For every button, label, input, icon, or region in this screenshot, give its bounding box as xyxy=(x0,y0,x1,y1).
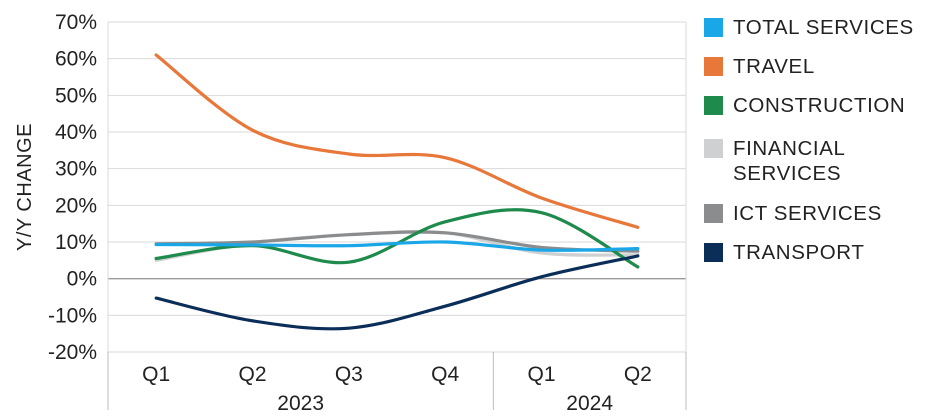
series-line-construction xyxy=(154,208,640,269)
legend-label: TRANSPORT xyxy=(733,241,865,264)
series-lines xyxy=(154,53,640,331)
series-line-total-services xyxy=(154,240,640,252)
x-group-label: 2023 xyxy=(277,392,324,415)
x-tick-label: Q1 xyxy=(527,363,555,386)
x-axis: Q1 Q2 Q3 Q4 Q1 Q2 2023 2024 xyxy=(107,352,687,415)
y-tick-label: 60% xyxy=(55,48,97,71)
legend-item-total-services: TOTAL SERVICES xyxy=(704,15,921,40)
y-tick-label: 40% xyxy=(55,121,97,144)
legend-item-transport: TRANSPORT xyxy=(704,240,921,265)
legend-label: TOTAL SERVICES xyxy=(733,16,914,39)
legend-label: ICT SERVICES xyxy=(733,202,882,225)
legend-swatch xyxy=(704,139,723,158)
legend-swatch xyxy=(704,204,723,223)
y-tick-label: 10% xyxy=(55,231,97,254)
legend-swatch xyxy=(704,96,723,115)
legend-swatch xyxy=(704,18,723,37)
legend-swatch xyxy=(704,243,723,262)
legend-item-ict-services: ICT SERVICES xyxy=(704,201,921,226)
x-tick-label: Q2 xyxy=(624,363,652,386)
legend-label: CONSTRUCTION xyxy=(733,94,906,117)
legend-item-construction: CONSTRUCTION xyxy=(704,93,921,118)
y-axis-tick-labels: 70% 60% 50% 40% 30% 20% 10% 0% -10% -20% xyxy=(48,11,97,364)
legend-item-financial-services: FINANCIAL SERVICES xyxy=(704,136,921,186)
legend-label: TRAVEL xyxy=(733,55,815,78)
legend-label: FINANCIAL SERVICES xyxy=(733,137,846,185)
gridlines xyxy=(107,21,687,353)
x-group-label: 2024 xyxy=(566,392,613,415)
x-tick-label: Q4 xyxy=(431,363,459,386)
x-tick-label: Q3 xyxy=(335,363,363,386)
x-tick-label: Q2 xyxy=(238,363,266,386)
y-tick-label: 70% xyxy=(55,11,97,34)
x-tick-label: Q1 xyxy=(142,363,170,386)
legend-item-travel: TRAVEL xyxy=(704,54,921,79)
y-tick-label: -10% xyxy=(48,304,97,327)
series-line-travel xyxy=(154,53,640,229)
series-line-transport xyxy=(154,254,640,331)
y-tick-label: -20% xyxy=(48,341,97,364)
series-line-ict-services xyxy=(154,230,640,253)
y-tick-label: 30% xyxy=(55,158,97,181)
y-tick-label: 0% xyxy=(67,268,97,291)
y-axis-title: Y/Y CHANGE xyxy=(14,123,36,251)
legend-swatch xyxy=(704,57,723,76)
y-tick-label: 20% xyxy=(55,194,97,217)
y-tick-label: 50% xyxy=(55,84,97,107)
